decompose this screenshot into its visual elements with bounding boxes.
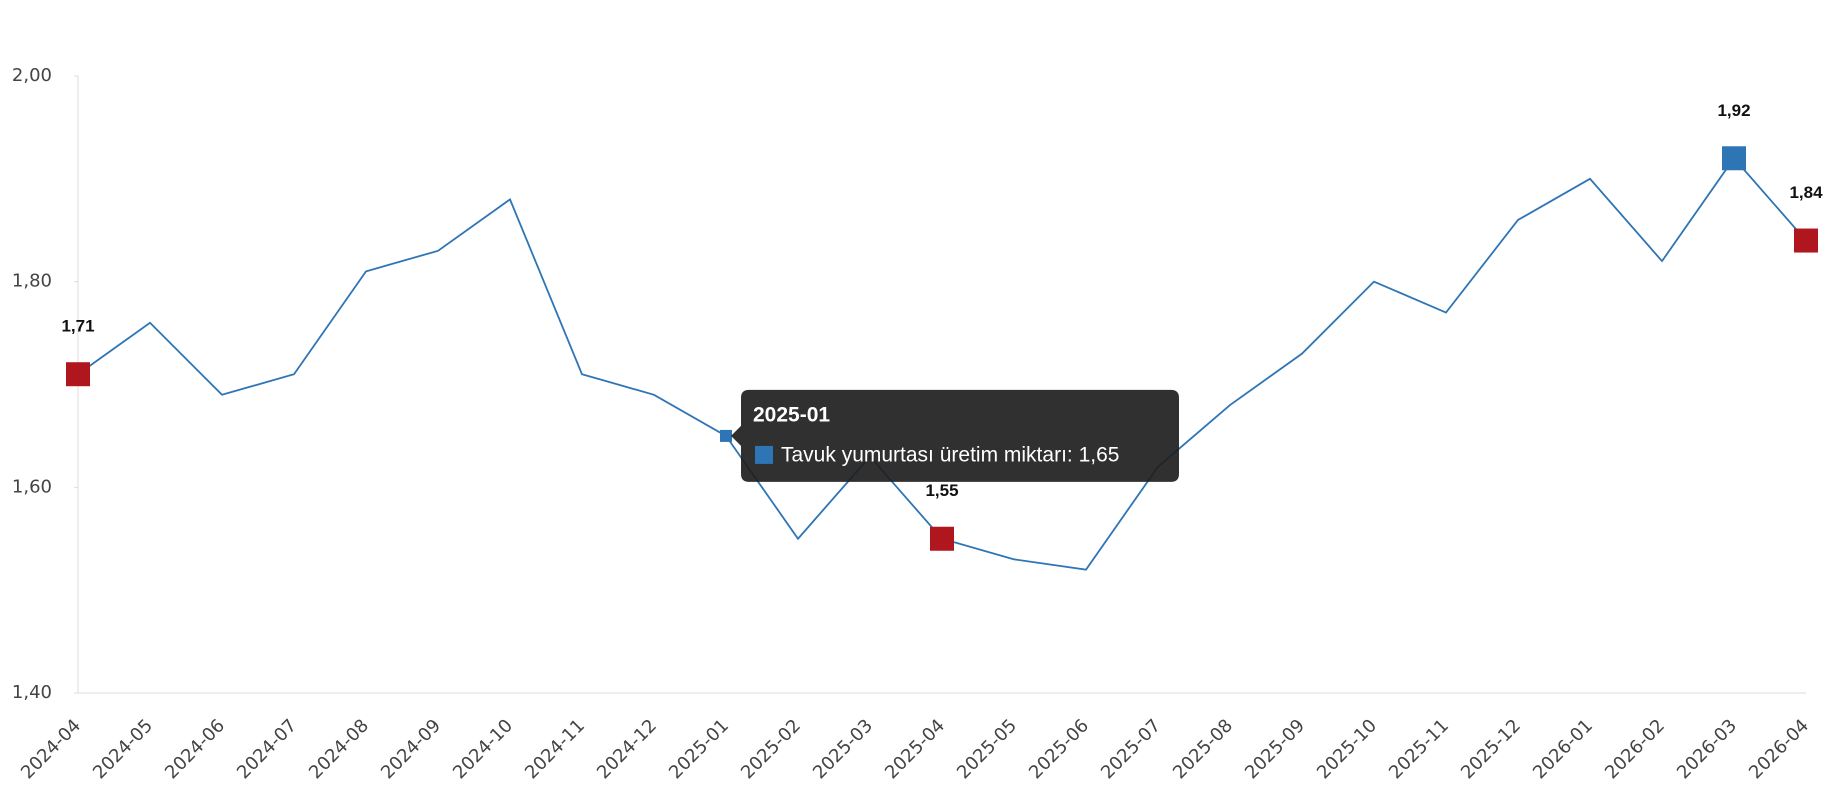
value-label: 1,71: [61, 317, 94, 336]
x-tick-label: 2025-02: [737, 715, 805, 783]
tooltip-swatch: [755, 445, 773, 464]
tooltip-box: [731, 389, 1179, 482]
x-tick-label: 2025-06: [1025, 715, 1093, 783]
x-tick-label: 2026-04: [1745, 715, 1813, 783]
highlight-marker: [930, 526, 954, 551]
x-tick-label: 2025-10: [1313, 715, 1381, 783]
x-tick-label: 2024-11: [521, 715, 589, 783]
x-tick-label: 2024-12: [593, 715, 661, 783]
x-tick-label: 2024-04: [17, 715, 85, 783]
x-tick-label: 2024-08: [305, 715, 373, 783]
y-tick-label: 1,60: [12, 476, 52, 497]
x-tick-label: 2026-02: [1601, 715, 1669, 783]
x-tick-label: 2025-05: [953, 715, 1021, 783]
highlight-marker: [1722, 146, 1746, 171]
x-tick-label: 2025-01: [665, 715, 733, 783]
hover-marker: [720, 429, 732, 442]
highlight-marker: [66, 362, 90, 387]
highlight-marker: [1794, 228, 1818, 253]
x-tick-label: 2025-11: [1385, 715, 1453, 783]
x-tick-label: 2025-07: [1097, 715, 1165, 783]
y-tick-label: 1,40: [12, 682, 52, 703]
x-tick-label: 2024-06: [161, 715, 229, 783]
tooltip-text: Tavuk yumurtası üretim miktarı: 1,65: [781, 443, 1119, 466]
x-tick-label: 2024-10: [449, 715, 517, 783]
x-tick-label: 2025-12: [1457, 715, 1525, 783]
x-tick-label: 2025-09: [1241, 715, 1309, 783]
x-tick-label: 2025-04: [881, 715, 949, 783]
line-series: [77, 156, 1807, 571]
x-tick-label: 2025-03: [809, 715, 877, 783]
x-tick-label: 2025-08: [1169, 715, 1237, 783]
x-tick-label: 2024-05: [89, 715, 157, 783]
tooltip-title: 2025-01: [753, 403, 830, 426]
x-tick-label: 2024-09: [377, 715, 445, 783]
tooltip: 2025-01 Tavuk yumurtası üretim miktarı: 1…: [731, 389, 1179, 482]
y-tick-label: 2,00: [12, 65, 52, 86]
x-tick-label: 2024-07: [233, 715, 301, 783]
value-label: 1,84: [1789, 183, 1823, 202]
y-tick-label: 1,80: [12, 271, 52, 292]
x-tick-label: 2026-01: [1529, 715, 1597, 783]
value-label: 1,92: [1717, 101, 1750, 120]
value-label: 1,55: [925, 481, 958, 500]
x-tick-label: 2026-03: [1673, 715, 1741, 783]
